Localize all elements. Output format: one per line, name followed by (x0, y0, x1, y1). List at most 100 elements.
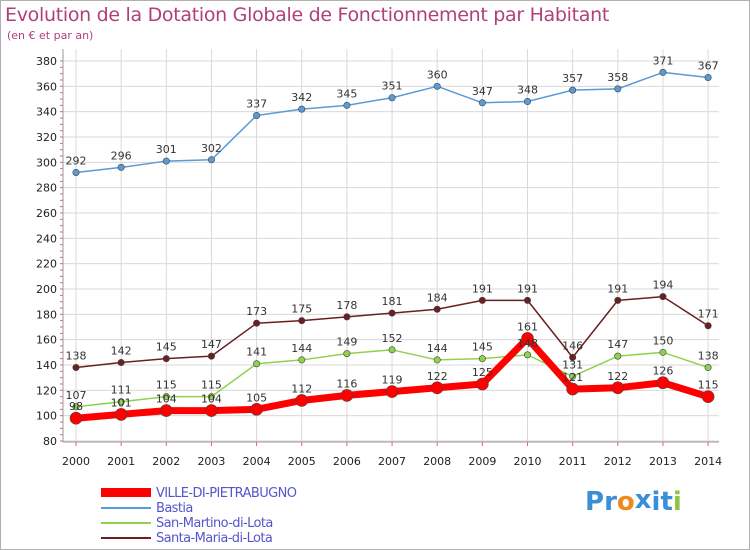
data-label-san-martino-di-lota: 144 (427, 342, 448, 355)
line-chart: 80 100 120 140 160 180 200 220 240 260 280 300 320 34… (36, 49, 722, 468)
data-point-bastia (614, 85, 622, 93)
data-label-santa-maria-di-lota: 175 (291, 303, 312, 316)
proxiti-logo: Proxiti (585, 485, 682, 517)
data-label-san-martino-di-lota: 150 (652, 334, 673, 347)
series-layer (69, 68, 715, 425)
data-label-bastia: 292 (66, 154, 87, 167)
y-tick-label: 300 (36, 156, 57, 169)
data-point-ville-di-pietrabugno (701, 390, 715, 403)
logo-letter: x (634, 485, 652, 515)
x-tick-label: 2011 (559, 455, 587, 468)
legend-label: VILLE-DI-PIETRABUGNO (156, 486, 297, 501)
data-point-ville-di-pietrabugno (69, 411, 83, 425)
data-point-bastia (117, 163, 125, 171)
y-tick-label: 80 (43, 435, 57, 448)
data-label-ville-di-pietrabugno: 122 (427, 370, 448, 383)
data-point-san-martino-di-lota (72, 403, 80, 411)
data-point-santa-maria-di-lota (253, 319, 261, 327)
axis-layer: 80 100 120 140 160 180 200 220 240 260 280 300 320 34… (36, 49, 722, 468)
x-tick-label: 2008 (423, 455, 451, 468)
data-label-santa-maria-di-lota: 191 (517, 282, 538, 295)
data-label-san-martino-di-lota: 152 (382, 332, 403, 345)
data-label-bastia: 371 (652, 54, 673, 67)
y-tick-label: 260 (36, 207, 57, 220)
data-point-san-martino-di-lota (614, 352, 622, 360)
data-label-san-martino-di-lota: 147 (607, 338, 628, 351)
data-point-san-martino-di-lota (478, 355, 486, 363)
x-tick-label: 2014 (694, 455, 722, 468)
data-label-bastia: 302 (201, 142, 222, 155)
data-label-san-martino-di-lota: 138 (698, 350, 719, 363)
x-tick-label: 2013 (649, 455, 677, 468)
x-tick-label: 2009 (468, 455, 496, 468)
y-tick-label: 120 (36, 384, 57, 397)
data-label-ville-di-pietrabugno: 104 (201, 393, 222, 406)
y-tick-label: 180 (36, 308, 57, 321)
x-tick-label: 2004 (243, 455, 271, 468)
y-tick-label: 360 (36, 80, 57, 93)
data-point-san-martino-di-lota (298, 356, 306, 364)
data-label-bastia: 342 (291, 91, 312, 104)
data-label-santa-maria-di-lota: 171 (698, 308, 719, 321)
data-label-san-martino-di-lota: 115 (201, 379, 222, 392)
data-point-santa-maria-di-lota (162, 355, 170, 363)
data-point-ville-di-pietrabugno (656, 376, 670, 390)
data-point-santa-maria-di-lota (207, 352, 215, 360)
legend-swatch (101, 522, 151, 524)
data-point-santa-maria-di-lota (343, 313, 351, 321)
data-point-bastia (569, 86, 577, 94)
logo-letter: i (651, 487, 661, 517)
data-point-bastia (659, 68, 667, 76)
data-label-bastia: 296 (111, 149, 132, 162)
y-tick-label: 240 (36, 232, 57, 245)
data-point-ville-di-pietrabugno (114, 408, 128, 421)
data-point-san-martino-di-lota (343, 350, 351, 358)
data-label-bastia: 360 (427, 68, 448, 81)
data-label-santa-maria-di-lota: 138 (66, 350, 87, 363)
data-label-ville-di-pietrabugno: 115 (698, 379, 719, 392)
data-label-bastia: 301 (156, 143, 177, 156)
legend-label: Bastia (156, 501, 193, 516)
data-point-ville-di-pietrabugno (521, 332, 534, 345)
legend-label: Santa-Maria-di-Lota (156, 531, 273, 546)
data-point-bastia (207, 156, 215, 164)
data-point-santa-maria-di-lota (659, 293, 667, 301)
data-point-san-martino-di-lota (659, 348, 667, 356)
data-label-bastia: 337 (246, 97, 267, 110)
legend-swatch (101, 537, 151, 539)
data-label-santa-maria-di-lota: 146 (562, 339, 583, 352)
data-point-bastia (523, 98, 531, 106)
data-label-santa-maria-di-lota: 191 (472, 282, 493, 295)
y-tick-label: 380 (36, 55, 57, 68)
data-point-bastia (704, 73, 712, 81)
x-tick-label: 2000 (62, 455, 90, 468)
data-point-san-martino-di-lota (207, 393, 215, 401)
logo-letter: t (660, 487, 673, 517)
y-tick-label: 100 (36, 410, 57, 423)
data-label-bastia: 348 (517, 84, 538, 97)
chart-subtitle: (en € et par an) (7, 29, 94, 42)
data-point-san-martino-di-lota (117, 398, 125, 406)
y-tick-label: 160 (36, 334, 57, 347)
y-tick-label: 320 (36, 131, 57, 144)
legend-swatch (101, 488, 151, 497)
data-label-santa-maria-di-lota: 191 (607, 282, 628, 295)
y-tick-label: 220 (36, 258, 57, 271)
data-label-ville-di-pietrabugno: 112 (291, 382, 312, 395)
x-tick-label: 2006 (333, 455, 361, 468)
logo-letter: i (672, 487, 682, 517)
data-point-san-martino-di-lota (523, 351, 531, 359)
label-layer: 292 296 301 302 337 342 345 351 360 347 348 357 358 3… (66, 54, 719, 413)
data-label-santa-maria-di-lota: 181 (382, 295, 403, 308)
data-label-san-martino-di-lota: 145 (472, 341, 493, 354)
data-label-ville-di-pietrabugno: 101 (111, 396, 132, 409)
data-label-ville-di-pietrabugno: 105 (246, 391, 267, 404)
data-point-ville-di-pietrabugno (250, 403, 263, 416)
data-label-san-martino-di-lota: 141 (246, 346, 267, 359)
logo-letter: o (616, 487, 635, 517)
x-tick-label: 2005 (288, 455, 316, 468)
data-point-santa-maria-di-lota (433, 305, 441, 313)
data-label-bastia: 367 (698, 59, 719, 72)
x-tick-label: 2007 (378, 455, 406, 468)
data-point-bastia (298, 105, 306, 113)
